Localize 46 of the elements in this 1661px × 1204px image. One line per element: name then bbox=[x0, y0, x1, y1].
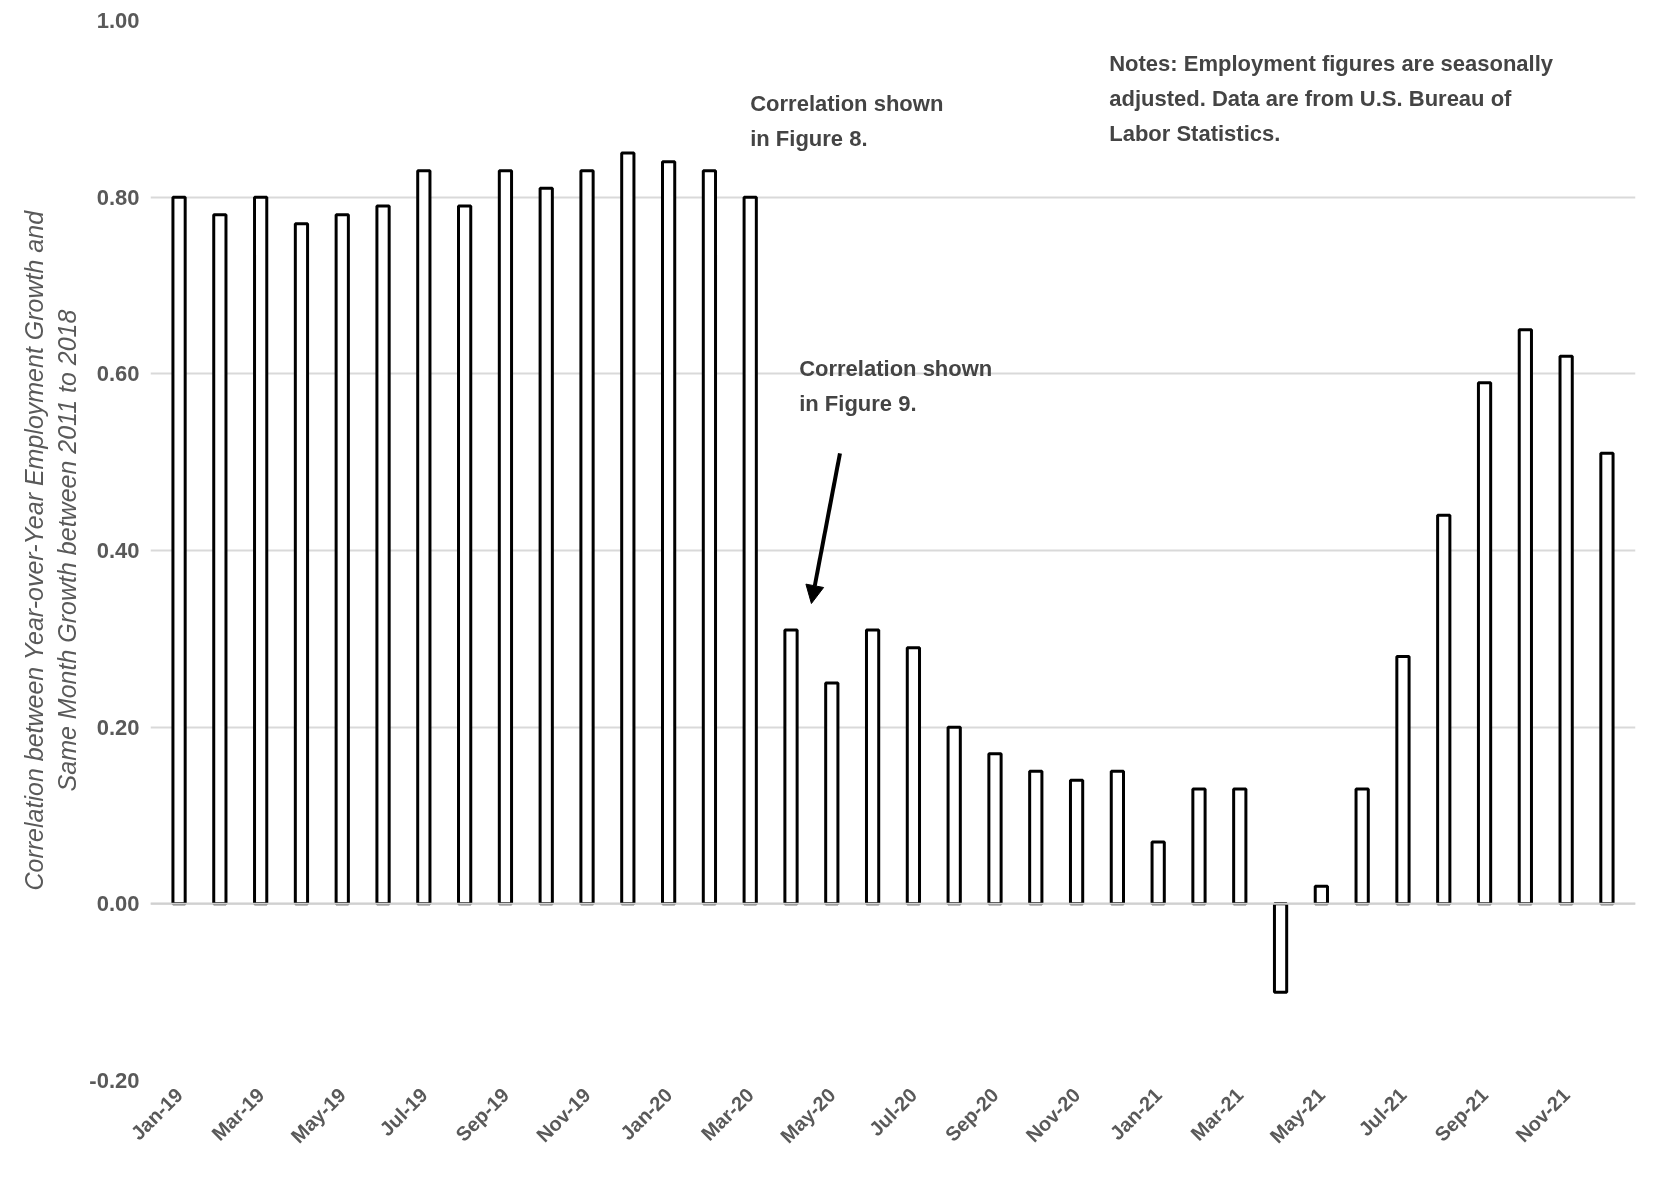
annotation: Notes: Employment figures are seasonally adjusted. Data are from U.S. Bureau of Labor Statistics. bbox=[1109, 51, 1554, 147]
bar bbox=[538, 186, 554, 906]
bar bbox=[783, 628, 799, 906]
bar bbox=[1599, 451, 1615, 906]
bar bbox=[987, 752, 1003, 906]
bar bbox=[416, 169, 432, 906]
bar bbox=[620, 151, 636, 906]
bar bbox=[334, 213, 350, 906]
bar bbox=[864, 628, 881, 906]
y-tick-label: 0.60 bbox=[96, 361, 140, 387]
bar bbox=[1068, 778, 1085, 906]
annotation: Correlation shown in Figure 8. bbox=[750, 91, 944, 152]
bar bbox=[171, 195, 187, 906]
y-tick-label: 1.00 bbox=[96, 8, 140, 33]
y-tick-label: 0.40 bbox=[96, 538, 140, 563]
y-tick-label: -0.20 bbox=[89, 1068, 140, 1093]
bar bbox=[1436, 513, 1452, 906]
bar bbox=[579, 169, 595, 906]
bar bbox=[1109, 769, 1125, 906]
bar bbox=[946, 725, 962, 906]
bar bbox=[905, 646, 922, 906]
bar bbox=[1558, 354, 1574, 906]
y-tick-label: 0.20 bbox=[96, 714, 140, 740]
bar bbox=[1191, 787, 1207, 906]
bar bbox=[661, 160, 677, 906]
bar bbox=[1354, 787, 1370, 906]
bar bbox=[742, 195, 758, 906]
bar bbox=[253, 195, 269, 906]
annotation: Correlation shown in Figure 9. bbox=[799, 356, 993, 417]
bar bbox=[1272, 902, 1289, 994]
bar bbox=[457, 204, 473, 906]
y-axis-title: Correlation between Year-over-Year Employment Growth and Same Month Growth between 2011 to 2018 bbox=[19, 209, 82, 891]
bar bbox=[1517, 328, 1533, 906]
bar bbox=[1028, 769, 1044, 906]
bar bbox=[1476, 381, 1493, 906]
y-tick-label: 0.00 bbox=[96, 891, 140, 917]
bar bbox=[1395, 655, 1411, 906]
bar bbox=[497, 169, 514, 906]
bar bbox=[293, 222, 310, 906]
bar bbox=[701, 169, 718, 906]
bar bbox=[375, 204, 391, 906]
bar bbox=[824, 681, 840, 906]
bar bbox=[1150, 840, 1166, 906]
bar bbox=[212, 213, 228, 906]
y-tick-label: 0.80 bbox=[96, 184, 140, 210]
bar bbox=[1232, 787, 1248, 906]
